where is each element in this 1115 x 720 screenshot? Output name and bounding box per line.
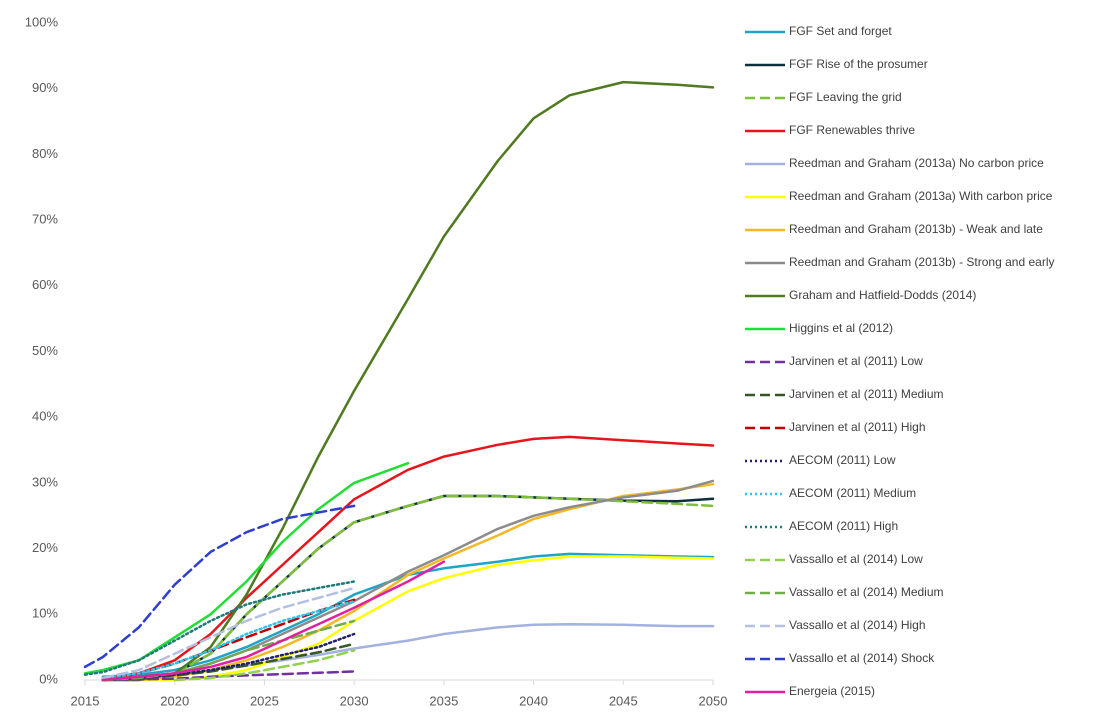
series-line [101, 619, 356, 682]
legend-label: Jarvinen et al (2011) High [789, 420, 926, 434]
legend-label: Reedman and Graham (2013b) - Strong and … [789, 255, 1054, 269]
legend-label: Vassallo et al (2014) Medium [789, 585, 944, 599]
legend-label: Reedman and Graham (2013a) No carbon pri… [789, 156, 1044, 170]
y-tick-label: 30% [32, 474, 58, 489]
y-tick-label: 0% [39, 671, 58, 686]
series-line [83, 461, 410, 675]
series-line [101, 642, 356, 682]
y-tick-label: 50% [32, 343, 58, 358]
series-line [101, 494, 715, 680]
x-tick-label: 2020 [160, 693, 189, 708]
series-line [101, 80, 715, 682]
legend-label: Graham and Hatfield-Dodds (2014) [789, 288, 976, 302]
series-line [173, 649, 356, 682]
x-tick-label: 2025 [250, 693, 279, 708]
legend-label: Vassallo et al (2014) Shock [789, 651, 935, 665]
legend-label: Jarvinen et al (2011) Low [789, 354, 923, 368]
legend-label: Higgins et al (2012) [789, 321, 893, 335]
y-tick-label: 60% [32, 277, 58, 292]
y-tick-label: 70% [32, 212, 58, 227]
y-tick-label: 20% [32, 540, 58, 555]
y-tick-label: 10% [32, 606, 58, 621]
legend-label: FGF Rise of the prosumer [789, 57, 928, 71]
legend-label: FGF Leaving the grid [789, 90, 902, 104]
series-line [83, 504, 356, 669]
legend-label: AECOM (2011) Medium [789, 486, 916, 500]
series-line [101, 552, 715, 678]
x-tick-label: 2050 [699, 693, 728, 708]
y-tick-label: 80% [32, 146, 58, 161]
x-tick-label: 2030 [340, 693, 369, 708]
legend-label: Reedman and Graham (2013a) With carbon p… [789, 189, 1053, 203]
legend-label: FGF Set and forget [789, 24, 892, 38]
x-tick-label: 2045 [609, 693, 638, 708]
x-tick-label: 2040 [519, 693, 548, 708]
legend-label: Vassallo et al (2014) Low [789, 552, 923, 566]
legend-label: AECOM (2011) High [789, 519, 898, 533]
y-tick-label: 90% [32, 80, 58, 95]
legend-label: Vassallo et al (2014) High [789, 618, 926, 632]
series-line [101, 435, 715, 680]
series-line [83, 580, 356, 676]
series-line [101, 560, 446, 682]
x-tick-label: 2035 [429, 693, 458, 708]
legend-label: Energeia (2015) [789, 684, 875, 698]
y-tick-label: 40% [32, 409, 58, 424]
legend-label: Jarvinen et al (2011) Medium [789, 387, 944, 401]
series-line [101, 586, 356, 680]
series-line [101, 599, 356, 680]
x-tick-label: 2015 [71, 693, 100, 708]
series-line [101, 632, 356, 682]
legend-label: AECOM (2011) Low [789, 453, 896, 467]
y-tick-label: 100% [25, 14, 59, 29]
legend-label: Reedman and Graham (2013b) - Weak and la… [789, 222, 1043, 236]
legend-label: FGF Renewables thrive [789, 123, 915, 137]
series-line [101, 494, 715, 680]
